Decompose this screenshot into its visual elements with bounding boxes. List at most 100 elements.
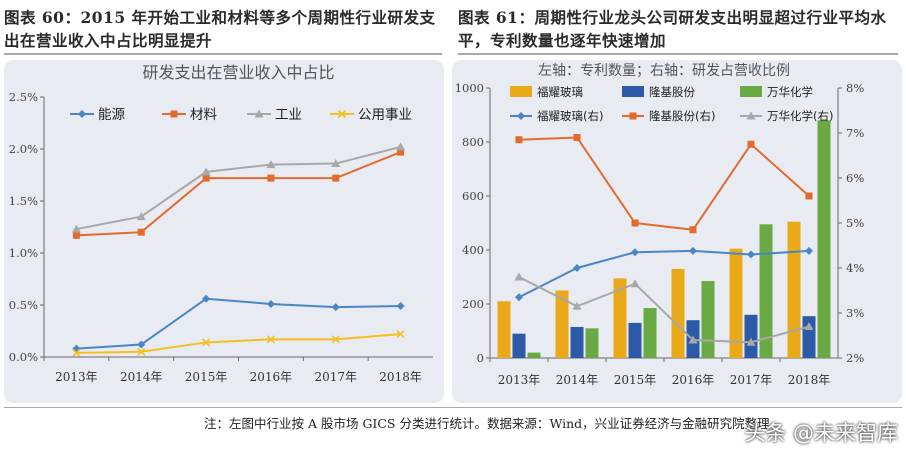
left-legend-marker-材料 — [170, 110, 178, 118]
right-chart-title: 左轴：专利数量；右轴：研发占营收比例 — [538, 63, 790, 79]
right-bar-隆基股份 — [570, 326, 584, 358]
right-legend-label: 隆基股份 — [649, 85, 695, 99]
watermark: 头条 @未来智库 — [744, 421, 898, 445]
left-point-公用事业 — [396, 330, 405, 339]
right-bar-万华化学 — [527, 352, 541, 358]
left-series-line-能源 — [76, 297, 401, 350]
right-point-隆基股份(右) — [515, 136, 523, 144]
right-left-y-tick-label: 1000 — [455, 81, 484, 95]
left-series-line-公用事业 — [76, 333, 401, 354]
right-legend-label: 万华化学(右) — [767, 109, 833, 123]
left-legend-label: 公用事业 — [358, 107, 412, 123]
left-y-tick-label: 0.5% — [9, 298, 38, 312]
left-point-能源 — [72, 344, 81, 353]
left-figure-caption: 图表 60：2015 年开始工业和材料等多个周期性行业研发支出在营业收入中占比明… — [4, 8, 436, 50]
right-legend-swatch-隆基股份 — [622, 86, 644, 97]
right-bar-万华化学 — [643, 308, 657, 358]
right-bar-隆基股份 — [744, 314, 758, 358]
right-left-y-tick-label: 600 — [462, 189, 484, 203]
right-x-tick-label: 2018年 — [788, 373, 831, 387]
left-y-tick-label: 1.5% — [9, 194, 38, 208]
left-point-工业 — [201, 167, 211, 176]
left-point-工业 — [331, 159, 341, 168]
right-left-y-tick-label: 200 — [462, 297, 484, 311]
left-point-能源 — [137, 340, 146, 349]
left-y-tick-label: 1.0% — [9, 246, 38, 260]
left-point-能源 — [266, 299, 275, 308]
right-caption-rule — [458, 53, 898, 55]
right-right-y-tick-label: 8% — [846, 81, 864, 95]
left-series-line-材料 — [76, 151, 401, 237]
left-point-工业 — [136, 212, 146, 221]
right-point-隆基股份(右) — [689, 226, 697, 234]
right-point-福耀玻璃(右) — [631, 248, 639, 257]
right-point-隆基股份(右) — [805, 192, 813, 200]
left-series-line-工业 — [76, 145, 401, 231]
right-point-隆基股份(右) — [631, 219, 639, 227]
right-legend-label: 隆基股份(右) — [649, 109, 715, 123]
right-legend-marker-福耀玻璃(右) — [517, 112, 525, 120]
right-bar-万华化学 — [701, 281, 715, 358]
right-left-y-tick-label: 0 — [477, 351, 484, 365]
right-point-隆基股份(右) — [747, 140, 755, 148]
right-point-福耀玻璃(右) — [747, 250, 755, 259]
left-point-材料 — [397, 148, 405, 156]
right-point-福耀玻璃(右) — [573, 264, 581, 272]
right-legend-label: 万华化学 — [767, 85, 813, 99]
right-right-y-tick-label: 7% — [846, 126, 864, 140]
right-legend-marker-万华化学(右) — [746, 111, 756, 120]
right-bar-福耀玻璃 — [555, 290, 569, 358]
right-bar-万华化学 — [585, 328, 599, 358]
left-point-工业 — [396, 142, 406, 151]
left-y-tick-label: 0.0% — [9, 350, 38, 364]
left-y-tick-label: 2.5% — [9, 90, 38, 104]
left-x-tick-label: 2014年 — [120, 370, 163, 384]
left-x-tick-label: 2015年 — [185, 370, 228, 384]
left-point-公用事业 — [202, 338, 211, 347]
left-x-tick-label: 2013年 — [55, 370, 98, 384]
left-point-能源 — [396, 302, 405, 311]
left-point-公用事业 — [137, 347, 146, 356]
right-bar-福耀玻璃 — [787, 221, 801, 358]
right-left-y-tick-label: 400 — [462, 243, 484, 257]
left-point-公用事业 — [266, 335, 275, 344]
left-point-能源 — [202, 294, 211, 303]
right-right-y-tick-label: 2% — [846, 351, 864, 365]
left-legend-label: 材料 — [190, 107, 217, 123]
right-point-福耀玻璃(右) — [515, 293, 523, 302]
left-point-工业 — [71, 224, 81, 233]
right-series-line-万华化学(右) — [518, 276, 810, 344]
right-point-隆基股份(右) — [573, 134, 581, 141]
left-point-工业 — [266, 160, 276, 169]
right-bar-福耀玻璃 — [729, 248, 743, 358]
right-x-tick-label: 2016年 — [672, 373, 715, 387]
left-point-公用事业 — [331, 335, 340, 344]
right-point-万华化学(右) — [572, 301, 582, 310]
right-bar-隆基股份 — [512, 333, 526, 358]
left-point-材料 — [332, 174, 340, 182]
right-x-tick-label: 2017年 — [730, 373, 773, 387]
left-chart-title: 研发支出在营业收入中占比 — [142, 63, 334, 82]
left-legend-label: 工业 — [275, 107, 302, 123]
footer-rule — [4, 407, 902, 408]
right-figure-caption: 图表 61：周期性行业龙头公司研发支出明显超过行业平均水平，专利数量也逐年快速增… — [458, 8, 887, 50]
right-x-tick-label: 2013年 — [498, 373, 541, 387]
right-bar-福耀玻璃 — [497, 301, 511, 358]
left-legend-marker-能源 — [78, 110, 86, 118]
right-point-万华化学(右) — [630, 279, 640, 288]
right-x-tick-label: 2014年 — [556, 373, 599, 387]
right-left-y-tick-label: 800 — [462, 135, 484, 149]
left-legend-marker-公用事业 — [337, 109, 347, 119]
left-x-tick-label: 2016年 — [250, 370, 293, 384]
right-bar-隆基股份 — [628, 322, 642, 358]
right-legend-swatch-万华化学 — [740, 86, 762, 97]
left-point-材料 — [72, 231, 80, 239]
right-right-y-tick-label: 3% — [846, 306, 864, 320]
right-point-万华化学(右) — [514, 272, 524, 281]
right-right-y-tick-label: 5% — [846, 216, 864, 230]
left-legend-marker-工业 — [254, 109, 264, 118]
right-bar-万华化学 — [817, 120, 831, 359]
right-bar-万华化学 — [759, 224, 773, 358]
right-point-万华化学(右) — [746, 337, 756, 346]
right-legend-label: 福耀玻璃(右) — [537, 109, 603, 123]
